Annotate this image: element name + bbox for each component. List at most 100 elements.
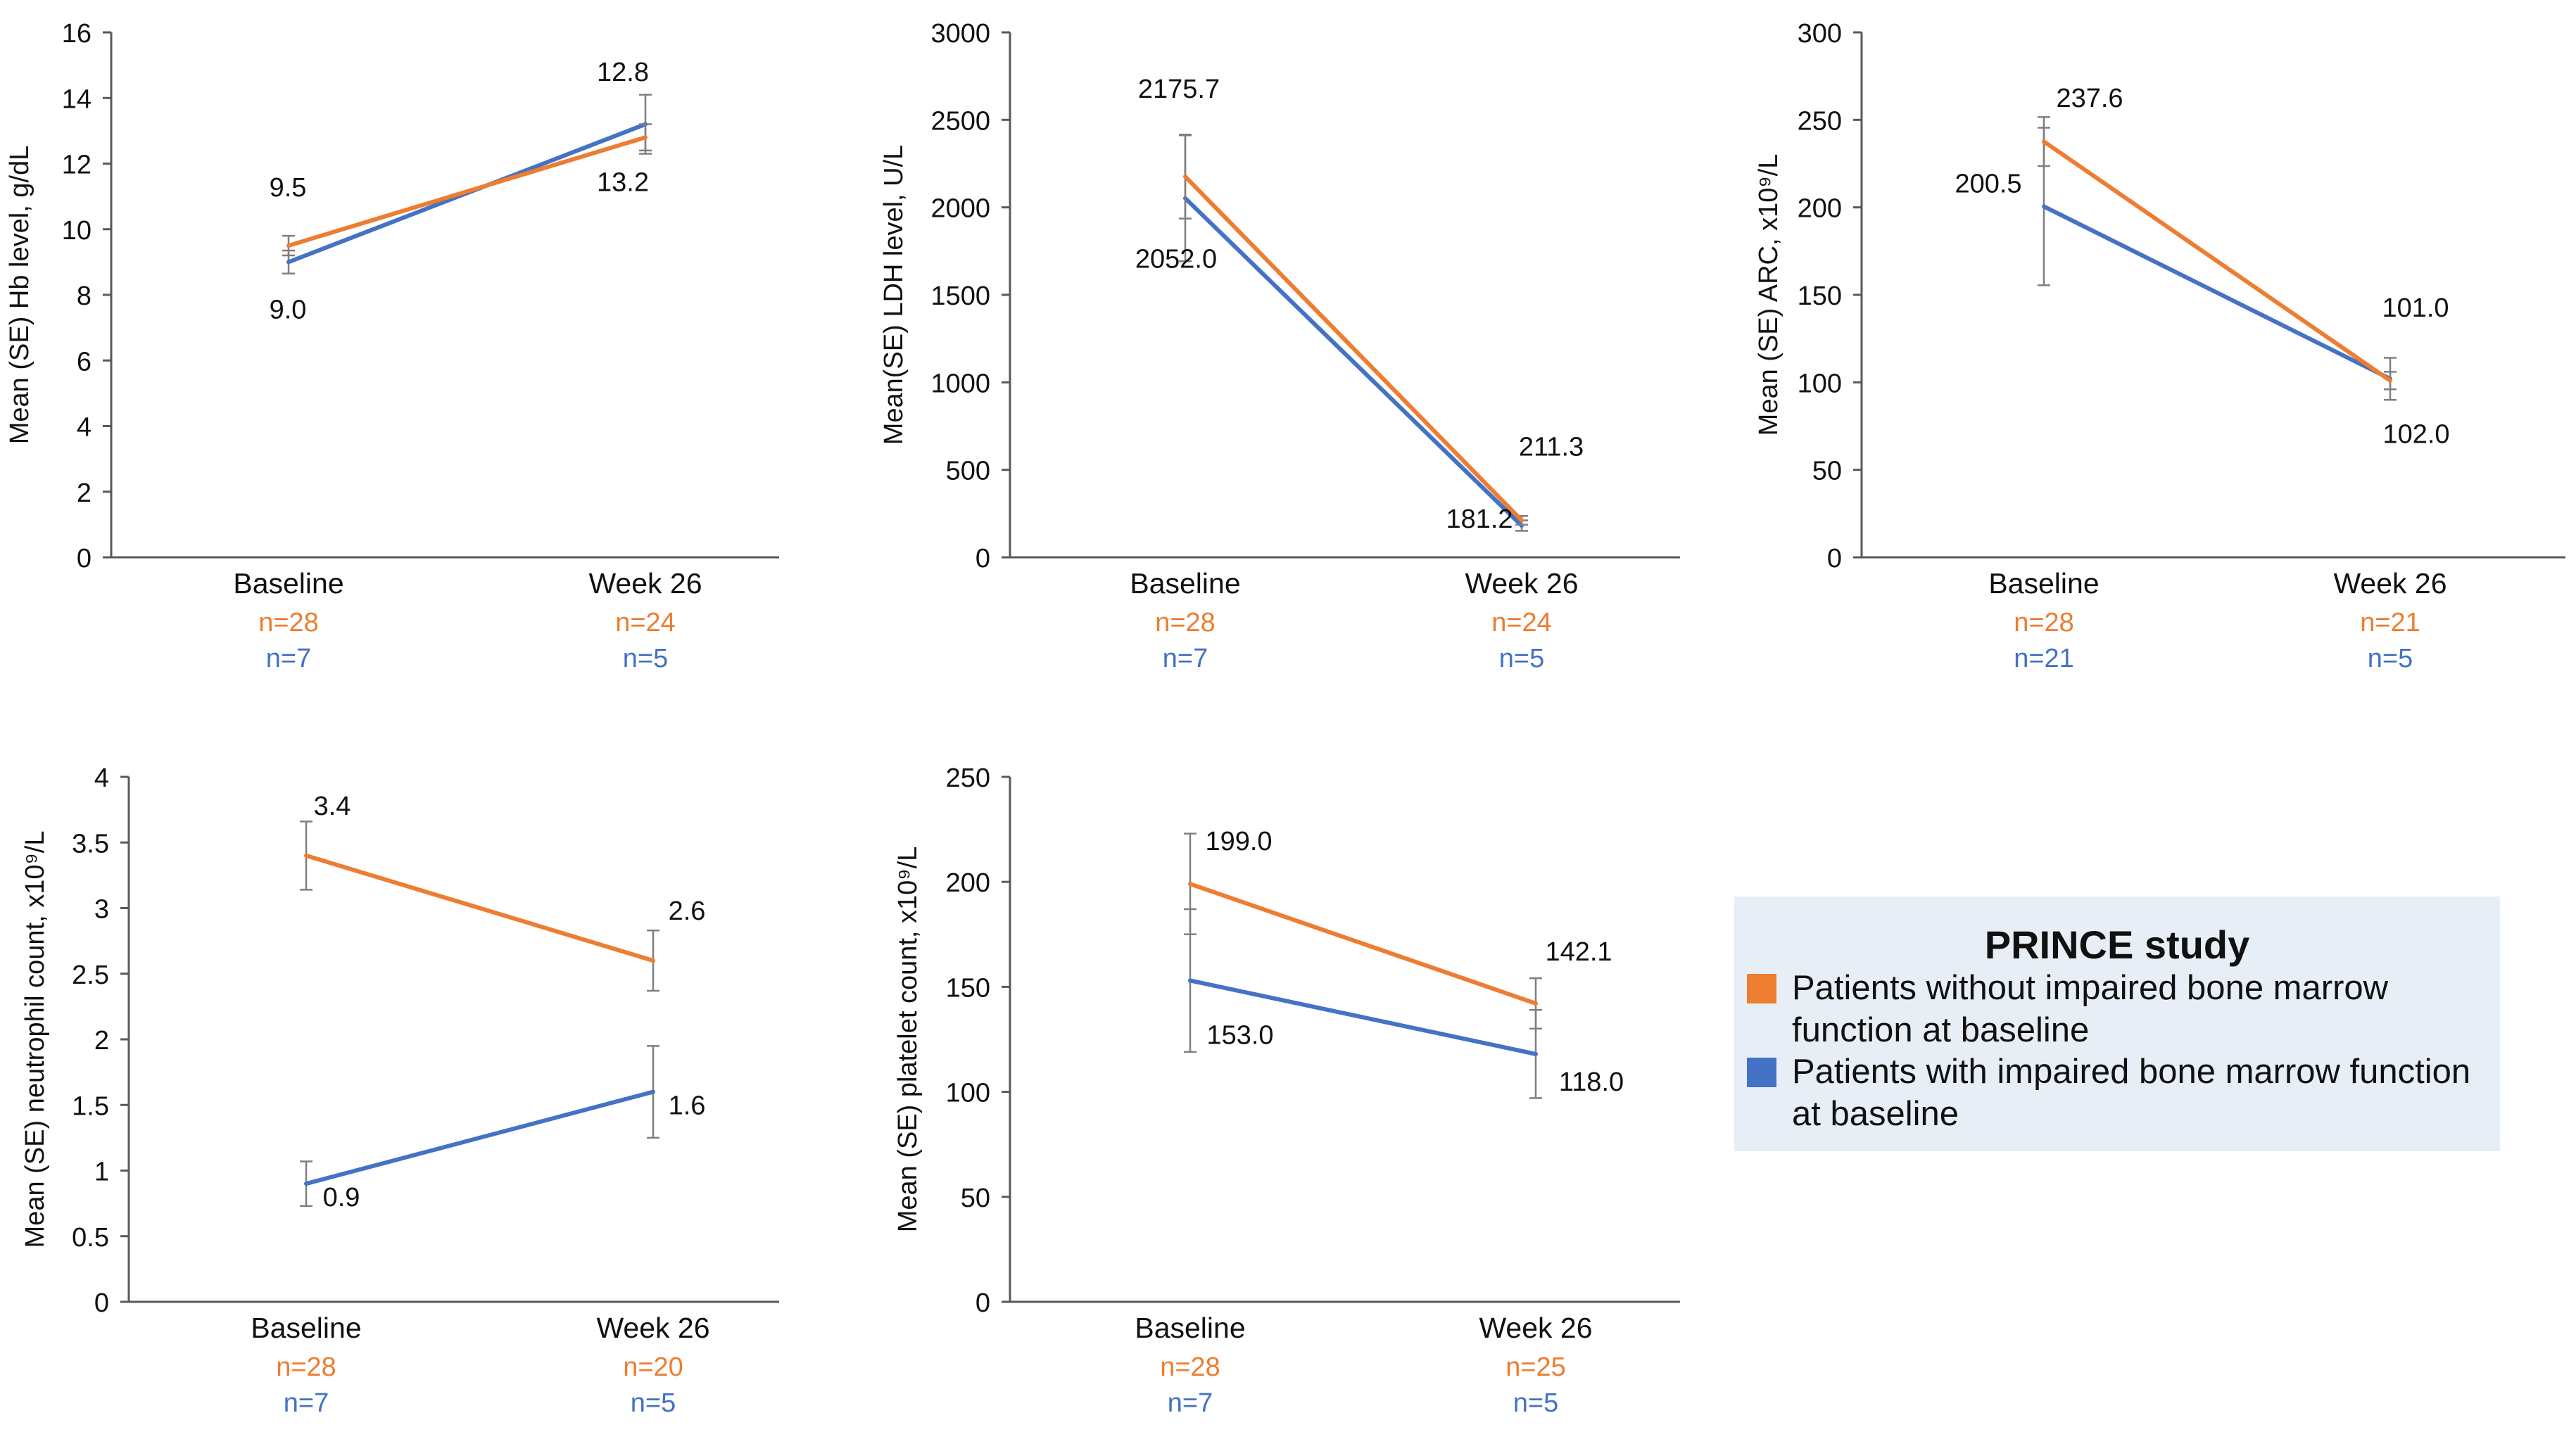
legend-swatch-without [1747, 974, 1776, 1003]
data-label-with: 2052.0 [1135, 245, 1217, 274]
y-axis-title: Mean (SE) neutrophil count, x10⁹/L [20, 831, 50, 1248]
data-label-without: 9.5 [270, 173, 307, 203]
data-label-without: 2175.7 [1138, 75, 1220, 104]
data-label-with: 118.0 [1559, 1067, 1624, 1097]
y-axis-title: Mean (SE) Hb level, g/dL [5, 146, 34, 445]
y-tick-label: 200 [1798, 194, 1842, 224]
y-tick-label: 2 [94, 1026, 109, 1056]
legend-entry-without: Patients without impaired bone marrow fu… [1747, 967, 2503, 1051]
data-label-without: 142.1 [1545, 937, 1612, 967]
y-tick-label: 2000 [930, 194, 990, 224]
y-tick-label: 2 [77, 479, 91, 508]
y-tick-label: 250 [1798, 106, 1842, 136]
y-tick-label: 4 [94, 763, 109, 793]
data-label-with: 181.2 [1446, 505, 1513, 534]
data-label-without: 101.0 [2382, 293, 2449, 323]
data-label-with: 102.0 [2382, 419, 2449, 449]
n-label-with: n=5 [631, 1388, 676, 1418]
x-category-label: Week 26 [1479, 1312, 1592, 1344]
n-label-with: n=7 [1163, 644, 1208, 673]
y-tick-label: 250 [946, 763, 990, 793]
data-label-without: 3.4 [314, 792, 351, 821]
n-label-with: n=7 [284, 1388, 329, 1418]
data-label-without: 12.8 [597, 58, 649, 87]
n-label-without: n=28 [2014, 608, 2074, 638]
series-line-without [1188, 882, 1538, 1006]
y-tick-label: 100 [946, 1079, 990, 1108]
series-line-without [2042, 139, 2392, 383]
data-label-with: 13.2 [597, 168, 649, 198]
y-tick-label: 100 [1798, 369, 1842, 398]
y-tick-label: 16 [62, 19, 91, 49]
chart-panel-2: 0 500 1000 1500 2000 2500 3000 Mean(SE) LDH lev… [879, 19, 1680, 673]
n-label-without: n=28 [276, 1352, 336, 1382]
data-label-without: 211.3 [1519, 432, 1584, 462]
y-tick-label: 150 [946, 973, 990, 1003]
y-tick-label: 1500 [930, 281, 990, 311]
n-label-without: n=28 [1160, 1352, 1220, 1382]
series-line-with [304, 1089, 655, 1186]
n-label-without: n=28 [258, 608, 319, 638]
y-tick-label: 50 [1812, 457, 1842, 486]
y-axis-title: Mean (SE) ARC, x10⁹/L [1754, 154, 1783, 436]
y-tick-label: 4 [77, 413, 91, 443]
y-tick-label: 14 [62, 84, 91, 114]
series-line-without [1183, 174, 1524, 523]
x-category-label: Week 26 [596, 1312, 709, 1344]
y-tick-label: 0 [976, 544, 990, 574]
data-label-without: 237.6 [2056, 84, 2123, 113]
y-tick-label: 0.5 [72, 1223, 109, 1253]
n-label-without: n=21 [2360, 608, 2420, 638]
legend-label-without: Patients without impaired bone marrow fu… [1792, 969, 2389, 1049]
n-label-without: n=20 [623, 1352, 683, 1382]
y-tick-label: 50 [961, 1184, 990, 1213]
y-tick-label: 500 [946, 457, 990, 486]
x-category-label: Week 26 [588, 567, 702, 600]
chart-panel-1: 0 2 4 6 8 10 12 14 16 Mean (SE) Hb level, g/dL Bas… [5, 19, 779, 673]
n-label-without: n=24 [615, 608, 676, 638]
y-tick-label: 12 [62, 151, 91, 180]
y-tick-label: 0 [1827, 544, 1842, 574]
data-label-without: 199.0 [1205, 827, 1272, 856]
legend-title: PRINCE study [1984, 923, 2250, 967]
n-label-with: n=5 [623, 644, 668, 673]
y-tick-label: 6 [77, 347, 91, 376]
y-tick-label: 1.5 [72, 1091, 109, 1121]
series-line-with [2042, 204, 2392, 381]
n-label-with: n=5 [1513, 1388, 1558, 1418]
chart-panel-3: 0 50 100 150 200 250 300 Mean (SE) ARC, x10⁹/L B… [1754, 19, 2565, 673]
data-label-with: 0.9 [323, 1183, 360, 1212]
y-tick-label: 3000 [930, 19, 990, 49]
data-label-without: 2.6 [669, 896, 706, 926]
y-tick-label: 0 [77, 544, 91, 574]
n-label-without: n=25 [1505, 1352, 1566, 1382]
series-line-with [1188, 978, 1538, 1056]
legend-swatch-with [1747, 1058, 1776, 1087]
n-label-with: n=5 [1499, 644, 1544, 673]
n-label-with: n=7 [266, 644, 311, 673]
y-tick-label: 0 [976, 1288, 990, 1318]
y-axis-title: Mean (SE) platelet count, x10⁹/L [893, 847, 923, 1233]
y-tick-label: 10 [62, 216, 91, 246]
n-label-with: n=5 [2368, 644, 2413, 673]
series-line-without [304, 853, 655, 963]
legend-box: PRINCE study Patients without impaired b… [1734, 896, 2500, 1151]
x-category-label: Baseline [1135, 1312, 1245, 1344]
x-category-label: Baseline [1988, 567, 2099, 600]
series-line-with [1183, 196, 1524, 528]
n-label-with: n=7 [1168, 1388, 1213, 1418]
x-category-label: Week 26 [1465, 567, 1578, 600]
data-label-with: 200.5 [1955, 169, 2021, 198]
y-tick-label: 200 [946, 868, 990, 898]
y-axis-title: Mean(SE) LDH level, U/L [879, 145, 909, 445]
x-category-label: Week 26 [2333, 567, 2446, 600]
y-tick-label: 2.5 [72, 961, 109, 990]
n-label-without: n=28 [1155, 608, 1216, 638]
chart-panel-4: 0 0.5 1 1.5 2 2.5 3 3.5 4 Mean (SE) neutrophil co… [20, 763, 779, 1418]
y-tick-label: 3.5 [72, 829, 109, 858]
n-label-without: n=24 [1491, 608, 1552, 638]
y-tick-label: 8 [77, 281, 91, 311]
chart-panel-5: 0 50 100 150 200 250 Mean (SE) platelet count,… [893, 763, 1680, 1418]
y-tick-label: 0 [94, 1288, 109, 1318]
